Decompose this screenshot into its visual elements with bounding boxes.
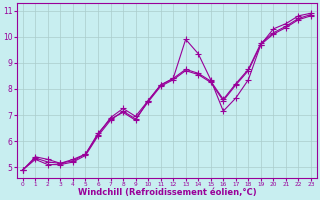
X-axis label: Windchill (Refroidissement éolien,°C): Windchill (Refroidissement éolien,°C): [77, 188, 256, 197]
